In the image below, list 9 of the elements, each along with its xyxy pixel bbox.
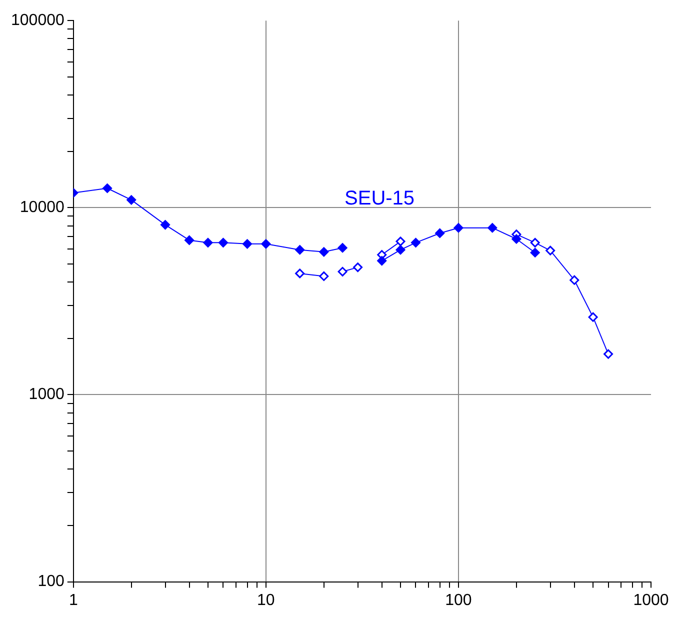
x-tick-label: 100	[445, 592, 472, 609]
x-tick-label: 1	[68, 592, 78, 609]
x-tick-label: 1000	[633, 592, 669, 609]
y-tick-label: 100000	[11, 12, 64, 30]
y-tick-label: 1000	[28, 386, 64, 404]
x-tick-label: 10	[257, 592, 275, 609]
y-tick-label: 100	[38, 573, 64, 590]
y-tick-label: 10000	[20, 199, 64, 216]
annotation: SEU-15	[344, 188, 415, 210]
